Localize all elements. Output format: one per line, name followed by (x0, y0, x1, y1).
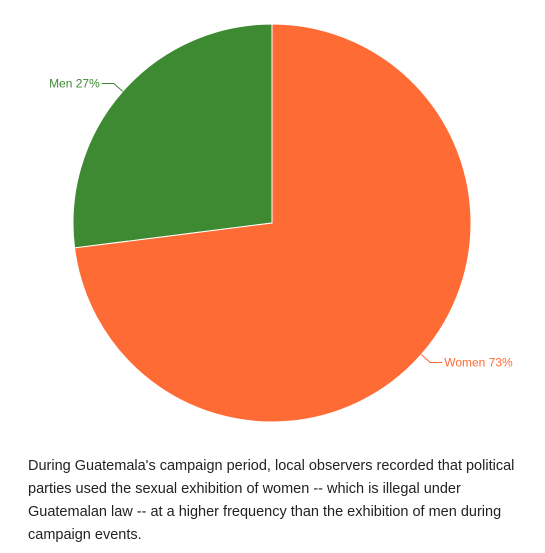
pie-labels: Men 27% Women 73% (49, 77, 513, 370)
leader-line-men (101, 83, 124, 92)
pie-slices (72, 23, 472, 423)
slice-label-women: Women 73% (444, 355, 513, 369)
pie-slice-men (72, 23, 273, 249)
slice-label-men: Men 27% (49, 77, 100, 91)
leader-line-women (420, 354, 443, 363)
pie-chart: Men 27% Women 73% (49, 23, 513, 423)
chart-caption: During Guatemala's campaign period, loca… (28, 458, 515, 543)
